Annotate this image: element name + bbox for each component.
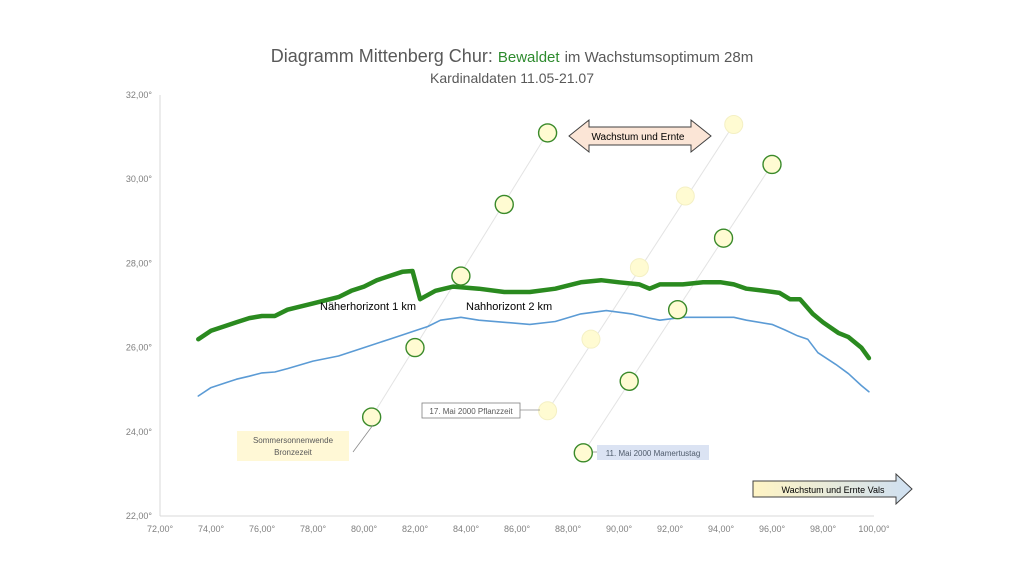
double-arrow-shape [568, 118, 712, 154]
marker-circle-pale [629, 258, 649, 278]
x-tick-label: 100,00° [858, 524, 890, 534]
right-arrow-label: Wachstum und Ernte Vals [781, 485, 885, 495]
y-tick-label: 30,00° [126, 174, 153, 184]
marker-circle-green [573, 443, 593, 463]
marker-circles [361, 114, 782, 463]
annotations: Näherhorizont 1 km Nahhorizont 2 km Sommer… [237, 118, 913, 506]
mamertus-box [597, 445, 709, 460]
x-tick-label: 78,00° [300, 524, 327, 534]
y-tick-label: 28,00° [126, 258, 153, 268]
planting-box [421, 402, 521, 419]
mamertus-label: 11. Mai 2000 Mamertustag [606, 449, 701, 458]
chart-subtitle: Kardinaldaten 11.05-21.07 [430, 70, 594, 86]
marker-circle-green [451, 266, 471, 286]
solstice-label-line1: Sommersonnenwende [253, 436, 334, 445]
marker-circle-green [762, 154, 782, 175]
x-tick-label: 76,00° [249, 524, 276, 534]
x-tick-label: 72,00° [147, 524, 174, 534]
series-line-far-horizon [197, 309, 870, 397]
marker-circle-pale [724, 114, 744, 134]
marker-circle-green [405, 337, 425, 358]
x-tick-label: 82,00° [402, 524, 429, 534]
y-tick-label: 26,00° [126, 343, 153, 353]
title-main: Diagramm Mittenberg Chur: [270, 46, 493, 66]
marker-circle-green [361, 407, 382, 427]
x-tick-label: 80,00° [351, 524, 378, 534]
x-tick-label: 86,00° [504, 524, 531, 534]
x-tick-label: 84,00° [453, 524, 480, 534]
y-tick-label: 32,00° [126, 90, 153, 100]
y-tick-label: 22,00° [126, 511, 153, 521]
far-horizon-label: Nahhorizont 2 km [466, 301, 552, 313]
marker-circle-green [619, 371, 639, 391]
planting-label: 17. Mai 2000 Pflanzzeit [429, 407, 513, 416]
marker-circle-green [713, 228, 734, 248]
x-tick-label: 90,00° [606, 524, 633, 534]
marker-circle-green [494, 194, 514, 215]
marker-circle-green [537, 123, 558, 143]
axes: 72,00° 74,00° 76,00° 78,00° 80,00° 82,00° 84,0… [126, 90, 890, 534]
x-tick-label: 98,00° [810, 524, 837, 534]
x-tick-label: 92,00° [657, 524, 684, 534]
series-lines [196, 268, 872, 397]
marker-circle-pale [538, 401, 558, 421]
x-tick-label: 88,00° [555, 524, 582, 534]
near-horizon-label: Näherhorizont 1 km [320, 301, 416, 313]
series-line-near-horizon [196, 268, 872, 361]
solstice-box [237, 431, 349, 461]
x-tick-label: 94,00° [708, 524, 735, 534]
title-rest: im Wachstumsoptimum 28m [564, 49, 754, 66]
double-arrow-label: Wachstum und Ernte [591, 132, 684, 143]
x-tick-label: 96,00° [759, 524, 786, 534]
x-tick-label: 74,00° [198, 524, 225, 534]
right-arrow-shape [752, 472, 913, 506]
solstice-label-line2: Bronzezeit [274, 448, 313, 457]
marker-circle-pale [675, 186, 695, 206]
y-tick-label: 24,00° [126, 427, 153, 437]
chart-title: Diagramm Mittenberg Chur: Bewaldet im Wa… [0, 46, 1024, 67]
solstice-leader [352, 424, 374, 453]
marker-circle-pale [581, 329, 601, 349]
title-highlight: Bewaldet [497, 49, 560, 66]
marker-circle-green [667, 300, 688, 320]
